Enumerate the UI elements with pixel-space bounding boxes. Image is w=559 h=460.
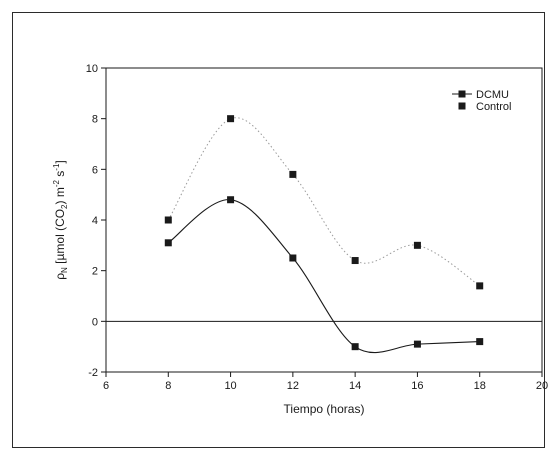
data-point-control xyxy=(476,282,484,290)
figure-frame xyxy=(12,12,545,448)
y-axis-label-part: N xyxy=(60,267,69,273)
x-tick-label: 20 xyxy=(536,380,548,392)
x-tick-label: 6 xyxy=(103,380,109,392)
data-point-dcmu xyxy=(227,196,235,204)
data-point-control xyxy=(351,257,359,265)
data-point-control xyxy=(227,115,235,123)
x-tick-label: 8 xyxy=(165,380,171,392)
x-tick-label: 14 xyxy=(349,380,361,392)
data-point-control xyxy=(413,241,421,249)
data-point-dcmu xyxy=(351,343,359,351)
series-line-control xyxy=(167,117,480,287)
y-tick-label: 10 xyxy=(86,63,98,75)
y-tick-label: 4 xyxy=(92,215,98,227)
y-axis-label-part: ) m xyxy=(53,187,67,204)
y-tick-label: -2 xyxy=(88,367,98,379)
y-tick-label: 0 xyxy=(92,316,98,328)
legend-marker-control xyxy=(458,102,466,110)
x-tick-label: 18 xyxy=(474,380,486,392)
y-axis-label-part: [µmol (CO xyxy=(53,209,67,267)
y-axis-label-part: -2 xyxy=(52,179,61,187)
y-tick-label: 2 xyxy=(92,266,98,278)
x-tick-label: 10 xyxy=(224,380,236,392)
y-axis-label-group: ρN [µmol (CO2) m-2 s-1] xyxy=(52,160,69,280)
y-axis-label-part: -1 xyxy=(52,163,61,171)
x-tick-label: 16 xyxy=(411,380,423,392)
y-axis-label-part: s xyxy=(53,171,67,180)
y-axis-label-part: ] xyxy=(53,160,67,163)
y-tick-label: 8 xyxy=(92,114,98,126)
data-point-control xyxy=(164,216,172,224)
y-axis-label-part: 2 xyxy=(60,204,69,209)
legend-label-control: Control xyxy=(476,101,511,113)
data-point-control xyxy=(289,170,297,178)
y-axis-label-part: ρ xyxy=(53,273,67,280)
y-axis-label: ρN [µmol (CO2) m-2 s-1] xyxy=(52,160,69,280)
data-point-dcmu xyxy=(164,239,172,247)
legend-marker-dcmu xyxy=(458,90,466,98)
legend-label-dcmu: DCMU xyxy=(476,89,509,101)
data-point-dcmu xyxy=(289,254,297,262)
x-axis-label: Tiempo (horas) xyxy=(284,402,365,416)
data-point-dcmu xyxy=(413,340,421,348)
y-tick-label: 6 xyxy=(92,164,98,176)
data-point-dcmu xyxy=(476,338,484,346)
x-tick-label: 12 xyxy=(287,380,299,392)
